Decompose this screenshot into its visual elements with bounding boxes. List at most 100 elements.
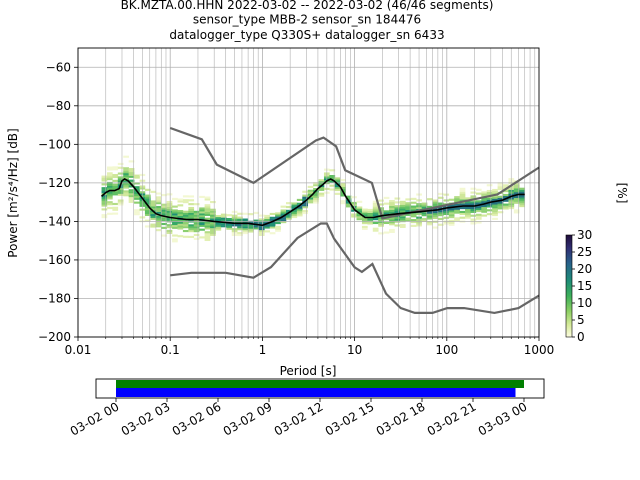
histogram-cell — [356, 218, 363, 221]
histogram-cell — [351, 215, 357, 218]
histogram-cell — [503, 184, 509, 187]
histogram-cell — [399, 202, 406, 205]
histogram-cell — [459, 203, 466, 206]
histogram-cell — [296, 202, 303, 205]
histogram-cell — [280, 217, 287, 220]
histogram-cell — [161, 207, 167, 210]
histogram-cell — [372, 200, 379, 203]
histogram-cell — [166, 208, 173, 211]
histogram-cell — [226, 219, 233, 223]
histogram-cell — [134, 191, 140, 195]
histogram-cell — [106, 166, 113, 169]
histogram-cell — [215, 216, 222, 220]
histogram-cell — [166, 214, 173, 217]
histogram-cell — [188, 228, 195, 231]
colorbar-tick-label: 20 — [577, 262, 592, 276]
histogram-cell — [264, 214, 271, 218]
histogram-cell — [237, 216, 243, 219]
y-tick-label: −200 — [38, 330, 71, 344]
histogram-cell — [361, 210, 368, 213]
histogram-cell — [329, 180, 336, 183]
histogram-cell — [172, 215, 178, 218]
histogram-cell — [210, 229, 216, 233]
histogram-cell — [155, 211, 162, 214]
histogram-cell — [421, 204, 428, 207]
histogram-cell — [242, 228, 249, 231]
histogram-cell — [172, 234, 178, 237]
histogram-cell — [389, 209, 395, 212]
histogram-cell — [117, 178, 124, 181]
histogram-cell — [383, 210, 390, 213]
histogram-cell — [389, 200, 395, 203]
histogram-cell — [144, 202, 151, 205]
histogram-cell — [182, 195, 189, 198]
x-axis-ticks: 0.01 0.1 1 10 100 1000 — [65, 337, 554, 357]
histogram-cell — [177, 219, 184, 222]
histogram-cell — [150, 225, 157, 228]
histogram-cell — [215, 228, 222, 231]
histogram-cell — [204, 206, 211, 209]
histogram-cell — [443, 216, 450, 219]
histogram-cell — [307, 193, 314, 196]
histogram-cell — [204, 198, 211, 201]
histogram-cell — [454, 217, 460, 220]
x-tick-label: 100 — [435, 343, 458, 357]
histogram-cell — [204, 209, 211, 213]
histogram-cell — [427, 221, 433, 224]
histogram-cell — [313, 201, 319, 204]
histogram-cell — [383, 196, 390, 199]
histogram-cell — [172, 240, 178, 243]
histogram-cell — [389, 207, 395, 210]
histogram-cell — [199, 195, 205, 198]
mode-curve — [100, 178, 525, 227]
histogram-cell — [199, 207, 205, 210]
histogram-cell — [172, 209, 178, 212]
histogram-cell — [405, 213, 412, 216]
histogram-cell — [106, 185, 113, 188]
histogram-cell — [313, 187, 319, 191]
histogram-cell — [106, 193, 113, 196]
histogram-cell — [345, 195, 352, 198]
histogram-cell — [242, 224, 249, 227]
histogram-cell — [405, 209, 412, 213]
histogram-cell — [432, 226, 439, 229]
histogram-cell — [210, 210, 216, 213]
histogram-cell — [193, 214, 200, 217]
histogram-cell — [237, 231, 243, 235]
histogram-cell — [112, 168, 119, 171]
histogram-cell — [351, 205, 357, 208]
histogram-cell — [182, 229, 189, 233]
histogram-cell — [101, 200, 108, 203]
histogram-cell — [481, 191, 488, 194]
histogram-cell — [459, 193, 466, 196]
histogram-cell — [269, 232, 276, 235]
histogram-cell — [389, 203, 395, 207]
histogram-cell — [215, 215, 222, 218]
histogram-cell — [101, 187, 108, 190]
histogram-cell — [112, 175, 119, 179]
histogram-cell — [492, 202, 498, 205]
histogram-cell — [448, 210, 455, 213]
histogram-cell — [128, 195, 135, 198]
histogram-cell — [378, 224, 384, 227]
histogram-cell — [399, 208, 406, 211]
histogram-cell — [437, 223, 444, 226]
histogram-cell — [280, 209, 287, 212]
histogram-cell — [351, 196, 357, 199]
histogram-cell — [513, 188, 520, 191]
histogram-cell — [481, 201, 488, 204]
histogram-cell — [475, 188, 482, 191]
histogram-cell — [334, 181, 341, 184]
histogram-cell — [394, 205, 401, 208]
histogram-cell — [177, 211, 184, 215]
histogram-cell — [101, 194, 108, 197]
histogram-cell — [128, 198, 135, 201]
histogram-cell — [492, 213, 498, 217]
histogram-cell — [410, 224, 417, 227]
histogram-cell — [318, 192, 325, 195]
histogram-cell — [465, 203, 471, 206]
histogram-cell — [519, 203, 526, 206]
histogram-cell — [242, 230, 249, 233]
histogram-cell — [258, 233, 265, 236]
